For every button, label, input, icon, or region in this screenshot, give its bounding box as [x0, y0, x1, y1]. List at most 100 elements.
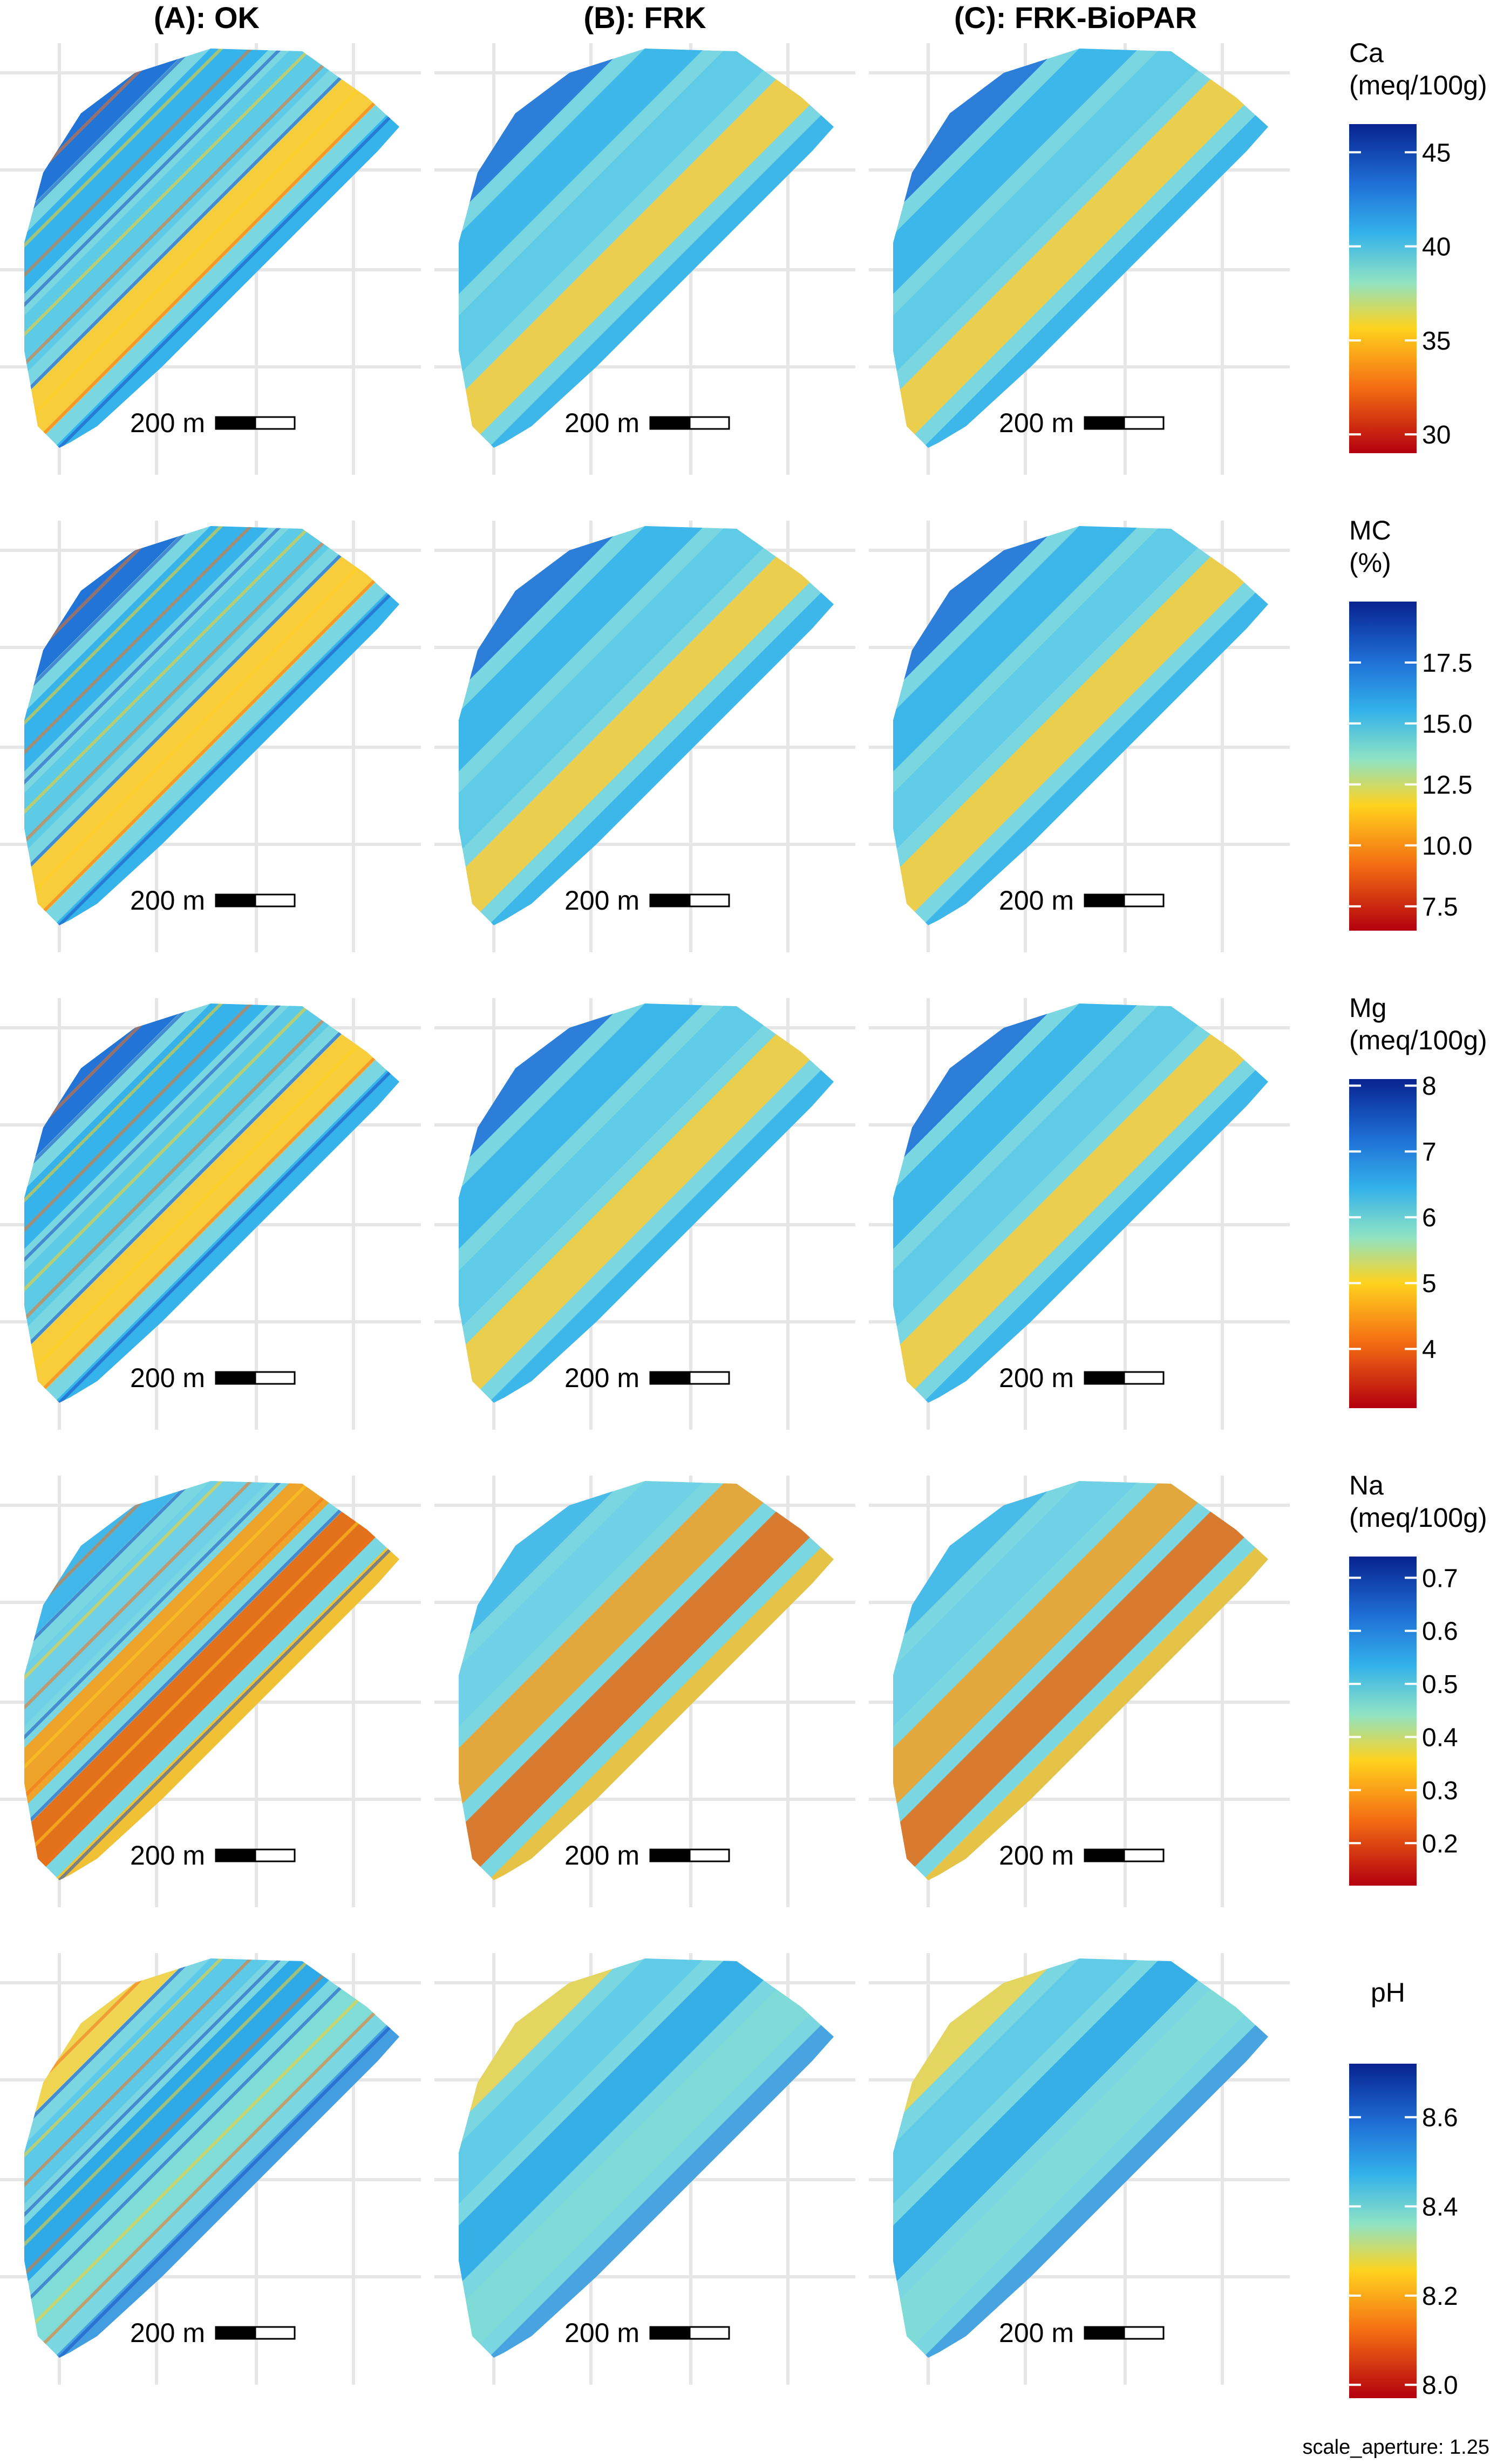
- legend-unit: (meq/100g): [1349, 1503, 1487, 1533]
- scale-bar-label: 200 m: [130, 2318, 205, 2348]
- field-band: [459, 1481, 834, 1880]
- legend-ph: pH 8.6 8.4 8.2 8.0: [1349, 1977, 1458, 2400]
- field-band: [893, 1958, 1128, 2358]
- field-streak: [24, 1958, 339, 2358]
- colorbar-tick-label: 8.6: [1422, 2104, 1458, 2132]
- legend-unit: (%): [1349, 548, 1391, 578]
- field-streak: [24, 1958, 399, 2358]
- colorbar: [1349, 1557, 1417, 1886]
- colorbar-tick-label: 0.3: [1422, 1777, 1458, 1805]
- field-band: [24, 1481, 399, 1880]
- scale-bar: 200 m: [999, 408, 1165, 438]
- colorbar-tick-label: 7.5: [1422, 893, 1458, 922]
- field-band: [459, 49, 834, 448]
- field-band: [459, 1004, 834, 1403]
- scale-bar: 200 m: [999, 2318, 1165, 2348]
- field-streak: [24, 1004, 399, 1403]
- field-streak: [25, 526, 399, 925]
- field-streak: [24, 526, 309, 925]
- legend-unit: (meq/100g): [1349, 70, 1487, 100]
- field-streak: [24, 1958, 369, 2358]
- field-band: [459, 1481, 693, 1880]
- scale-bar-label: 200 m: [130, 1363, 205, 1393]
- field-streak: [24, 1004, 339, 1403]
- colorbar-tick-label: 0.2: [1422, 1830, 1458, 1858]
- field-band: [893, 49, 1268, 448]
- field-streak: [24, 1481, 399, 1880]
- scale-bar: 200 m: [999, 885, 1165, 916]
- scale-bar-black: [649, 1371, 691, 1385]
- field-streak: [24, 1958, 399, 2358]
- field-streak: [24, 1481, 339, 1880]
- field-band: [893, 49, 1209, 448]
- scale-bar: 200 m: [130, 1363, 296, 1393]
- footer-note: scale_aperture: 1.25: [1303, 2436, 1489, 2459]
- colorbar-tick-label: 40: [1422, 233, 1451, 262]
- field-band: [459, 49, 774, 448]
- scale-bar-white: [254, 893, 296, 907]
- field-band: [459, 1004, 834, 1403]
- legend-na: Na(meq/100g) 0.7 0.6 0.5 0.4 0.3 0.2: [1349, 1470, 1487, 1886]
- field-band: [24, 1481, 259, 1880]
- field-band: [24, 526, 399, 925]
- field-band: [459, 1004, 774, 1403]
- map-panel-r2-c1: 200 m: [0, 521, 421, 952]
- field-streak: [25, 49, 399, 448]
- scale-bar-black: [1084, 893, 1125, 907]
- field-streak: [24, 526, 399, 925]
- scale-bar-label: 200 m: [130, 1840, 205, 1871]
- legend-mc: MC(%) 17.5 15.0 12.5 10.0 7.5: [1349, 515, 1472, 931]
- field-streak: [24, 1958, 399, 2358]
- scale-bar-label: 200 m: [999, 1840, 1074, 1871]
- scale-bar-label: 200 m: [999, 408, 1074, 438]
- field-band: [24, 49, 399, 448]
- field-band: [24, 526, 399, 925]
- scale-bar: 200 m: [999, 1840, 1165, 1871]
- field-streak: [24, 1481, 309, 1880]
- field-streak: [25, 1958, 399, 2358]
- scale-bar-label: 200 m: [564, 408, 639, 438]
- colorbar-tick-label: 0.7: [1422, 1564, 1458, 1593]
- field-band: [893, 1481, 1209, 1880]
- colorbar-tick-label: 6: [1422, 1204, 1437, 1232]
- scale-bar-black: [215, 1848, 256, 1862]
- field-band: [24, 49, 259, 448]
- scale-bar: 200 m: [130, 885, 296, 916]
- colorbar-tick-label: 30: [1422, 421, 1451, 449]
- field-streak: [24, 49, 339, 448]
- field-band: [24, 1004, 399, 1403]
- field-band: [893, 1004, 1268, 1403]
- scale-bar-white: [689, 893, 730, 907]
- scale-bar-label: 200 m: [999, 1363, 1074, 1393]
- field-band: [459, 1958, 693, 2358]
- scale-bar-white: [254, 416, 296, 430]
- scale-bar-white: [1123, 1848, 1165, 1862]
- scale-bar-black: [215, 2326, 256, 2340]
- scale-bar: 200 m: [564, 2318, 730, 2348]
- colorbar-tick-label: 8.4: [1422, 2193, 1458, 2222]
- scale-bar-white: [254, 2326, 296, 2340]
- field-streak: [24, 49, 399, 448]
- scale-bar-white: [1123, 2326, 1165, 2340]
- field-streak: [24, 49, 309, 448]
- field-band: [459, 526, 693, 925]
- field-streak: [25, 1481, 399, 1880]
- field-streak: [24, 49, 399, 448]
- field-band: [893, 49, 1268, 448]
- scale-bar-label: 200 m: [564, 885, 639, 916]
- field-band: [893, 526, 1209, 925]
- scale-bar-white: [1123, 416, 1165, 430]
- field-band: [24, 1958, 340, 2358]
- field-streak: [24, 1481, 399, 1880]
- scale-bar-black: [1084, 1371, 1125, 1385]
- field-band: [459, 1958, 834, 2358]
- field-streak: [24, 49, 369, 448]
- field-band: [459, 1958, 774, 2358]
- field-band: [459, 1004, 693, 1403]
- field-band: [893, 526, 1128, 925]
- field-band: [893, 1958, 1268, 2358]
- field-streak: [24, 1481, 369, 1880]
- field-band: [24, 1004, 259, 1403]
- legend-unit: (meq/100g): [1349, 1025, 1487, 1055]
- field-streak: [24, 526, 369, 925]
